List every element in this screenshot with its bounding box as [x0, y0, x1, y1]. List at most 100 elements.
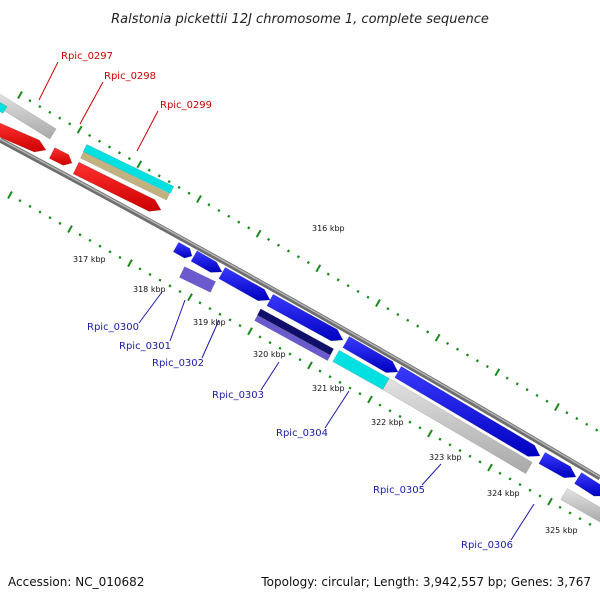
upper-scale-minor-tick — [167, 180, 171, 184]
lower-scale-minor-tick — [98, 244, 102, 248]
gene-label-rpic-0302[interactable]: Rpic_0302 — [152, 358, 204, 369]
lower-scale-minor-tick — [468, 454, 472, 458]
lower-scale-minor-tick — [148, 272, 152, 277]
gene-label-rpic-0303[interactable]: Rpic_0303 — [212, 390, 264, 401]
cds-rpic-0298 — [48, 147, 73, 166]
lower-scale-minor-tick — [38, 210, 42, 214]
upper-scale-minor-tick — [88, 133, 92, 138]
upper-scale-minor-tick — [545, 399, 549, 403]
lower-scale-minor-tick — [408, 420, 412, 424]
gene-bar-rpic-0306 — [560, 487, 600, 523]
upper-scale-minor-tick — [535, 393, 539, 398]
lower-scale-minor-tick — [448, 443, 452, 447]
lower-scale-minor-tick — [578, 517, 582, 521]
leader-rpic-0297 — [38, 61, 59, 101]
lower-scale-minor-tick — [568, 511, 572, 515]
upper-scale-major-tick — [76, 125, 83, 134]
upper-scale-minor-tick — [117, 151, 121, 155]
lower-scale-major-tick — [127, 259, 133, 268]
cds-rpic-0307 — [574, 472, 600, 497]
cds-rpic-0299 — [72, 161, 162, 212]
gene-label-rpic-0299[interactable]: Rpic_0299 — [160, 100, 212, 111]
upper-scale-major-tick — [494, 368, 501, 377]
lower-scale-minor-tick — [358, 392, 362, 396]
misc-bar-rpic-0302-a — [256, 308, 335, 356]
upper-scale-minor-tick — [336, 278, 340, 282]
gene-label-rpic-0300[interactable]: Rpic_0300 — [87, 322, 139, 333]
gene-label-rpic-0297[interactable]: Rpic_0297 — [61, 51, 113, 62]
lower-scale-minor-tick — [78, 233, 82, 237]
lower-scale-minor-tick — [438, 437, 442, 441]
upper-scale-minor-tick — [247, 226, 251, 230]
lower-scale-major-tick — [427, 429, 433, 438]
lower-scale-minor-tick — [158, 278, 162, 282]
leader-rpic-0298 — [79, 81, 104, 125]
lower-scale-minor-tick — [478, 460, 482, 464]
upper-scale-minor-tick — [465, 353, 470, 357]
leader-rpic-0306 — [510, 503, 535, 541]
upper-scale-minor-tick — [346, 284, 350, 288]
gene-label-rpic-0305[interactable]: Rpic_0305 — [373, 485, 425, 496]
lower-scale-minor-tick — [228, 318, 232, 322]
lower-scale-minor-tick — [588, 522, 592, 526]
lower-scale-minor-tick — [18, 199, 22, 203]
cds-rpic-0301 — [190, 250, 223, 273]
lower-scale-minor-tick — [378, 403, 382, 407]
upper-scale-minor-tick — [595, 428, 599, 432]
lower-scale-major-tick — [487, 463, 493, 472]
upper-scale-minor-tick — [475, 359, 479, 363]
upper-scale-minor-tick — [575, 416, 579, 421]
upper-scale-minor-tick — [515, 382, 519, 386]
upper-scale-minor-tick — [107, 145, 112, 149]
lower-scale-minor-tick — [508, 477, 512, 481]
lower-scale-minor-tick — [268, 341, 272, 345]
upper-scale-minor-tick — [565, 411, 569, 415]
upper-scale-minor-tick — [326, 272, 330, 276]
lower-scale-minor-tick — [168, 284, 172, 288]
lower-scale-minor-tick — [118, 255, 122, 260]
kbp-label-323: 323 kbp — [429, 453, 462, 462]
upper-scale-minor-tick — [177, 185, 181, 190]
lower-scale-minor-tick — [528, 488, 532, 492]
cds-rpic-0305 — [394, 365, 541, 457]
upper-scale-minor-tick — [147, 168, 151, 172]
upper-scale-minor-tick — [58, 116, 62, 120]
upper-scale-minor-tick — [48, 110, 52, 114]
lower-scale-minor-tick — [298, 358, 302, 362]
lower-scale-minor-tick — [258, 335, 262, 339]
gene-label-rpic-0306[interactable]: Rpic_0306 — [461, 540, 513, 551]
gene-label-rpic-0298[interactable]: Rpic_0298 — [104, 71, 156, 82]
kbp-label-316: 316 kbp — [312, 224, 345, 233]
cds-rpic-0303 — [266, 293, 344, 342]
upper-scale-minor-tick — [296, 255, 300, 259]
gene-features — [0, 93, 600, 523]
upper-scale-minor-tick — [396, 312, 400, 317]
lower-scale-minor-tick — [458, 448, 462, 453]
upper-scale-minor-tick — [286, 249, 291, 253]
lower-scale-minor-tick — [388, 409, 392, 413]
lower-scale-minor-tick — [538, 494, 542, 498]
backbone-highlight — [0, 138, 600, 478]
cds-rpic-0302 — [218, 266, 271, 302]
upper-scale-minor-tick — [426, 330, 430, 334]
lower-scale-minor-tick — [278, 346, 282, 350]
upper-scale-major-tick — [136, 160, 143, 169]
gene-bar-rpic-0305 — [382, 377, 533, 475]
gene-label-rpic-0301[interactable]: Rpic_0301 — [119, 341, 171, 352]
cds-rpic-0297 — [0, 122, 47, 153]
upper-scale-minor-tick — [386, 307, 390, 311]
label-leaders — [38, 61, 535, 541]
lower-scale-minor-tick — [28, 204, 32, 208]
backbone-line — [0, 137, 600, 481]
gene-label-rpic-0304[interactable]: Rpic_0304 — [276, 428, 328, 439]
rna-bar-rpic-0299 — [82, 143, 175, 195]
kbp-labels: 316 kbp 317 kbp 318 kbp 319 kbp 320 kbp … — [73, 224, 578, 535]
lower-scale-minor-tick — [48, 216, 52, 220]
upper-scale-minor-tick — [306, 260, 310, 265]
leader-rpic-0303 — [260, 361, 280, 391]
topology-text: Topology: circular; Length: 3,942,557 bp… — [260, 575, 591, 589]
lower-scale-minor-tick — [558, 505, 562, 509]
lower-scale-major-tick — [7, 191, 13, 199]
lower-scale-minor-tick — [88, 238, 92, 243]
upper-scale-minor-tick — [416, 324, 420, 328]
